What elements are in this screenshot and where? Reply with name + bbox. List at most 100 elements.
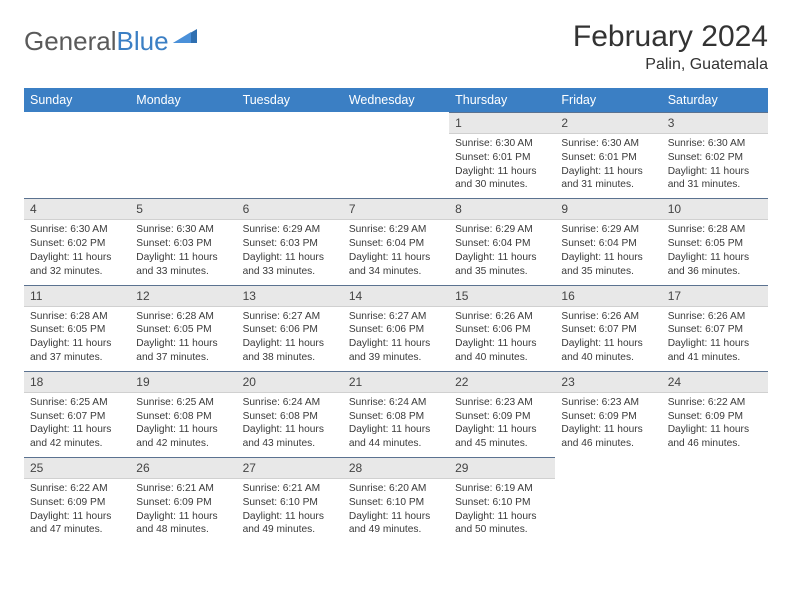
cell-content: Sunrise: 6:29 AMSunset: 6:04 PMDaylight:… — [449, 220, 555, 284]
day-number: 9 — [555, 198, 661, 220]
daylight-text: Daylight: 11 hours and 50 minutes. — [455, 510, 549, 538]
daylight-text: Daylight: 11 hours and 46 minutes. — [561, 423, 655, 451]
calendar-cell: 12Sunrise: 6:28 AMSunset: 6:05 PMDayligh… — [130, 285, 236, 371]
day-number — [237, 112, 343, 116]
sunrise-text: Sunrise: 6:28 AM — [668, 223, 762, 237]
day-number: 27 — [237, 457, 343, 479]
calendar-week-row: 11Sunrise: 6:28 AMSunset: 6:05 PMDayligh… — [24, 285, 768, 371]
day-number: 15 — [449, 285, 555, 307]
daylight-text: Daylight: 11 hours and 31 minutes. — [668, 165, 762, 193]
daylight-text: Daylight: 11 hours and 37 minutes. — [136, 337, 230, 365]
sunrise-text: Sunrise: 6:29 AM — [349, 223, 443, 237]
cell-content: Sunrise: 6:23 AMSunset: 6:09 PMDaylight:… — [449, 393, 555, 457]
calendar-cell — [237, 112, 343, 198]
title-block: February 2024 Palin, Guatemala — [573, 20, 768, 74]
calendar-cell — [343, 112, 449, 198]
calendar-cell: 18Sunrise: 6:25 AMSunset: 6:07 PMDayligh… — [24, 371, 130, 457]
cell-content: Sunrise: 6:30 AMSunset: 6:02 PMDaylight:… — [662, 134, 768, 198]
daylight-text: Daylight: 11 hours and 33 minutes. — [243, 251, 337, 279]
cell-content: Sunrise: 6:24 AMSunset: 6:08 PMDaylight:… — [237, 393, 343, 457]
sunset-text: Sunset: 6:07 PM — [561, 323, 655, 337]
sunset-text: Sunset: 6:04 PM — [455, 237, 549, 251]
calendar-week-row: 18Sunrise: 6:25 AMSunset: 6:07 PMDayligh… — [24, 371, 768, 457]
calendar-table: SundayMondayTuesdayWednesdayThursdayFrid… — [24, 88, 768, 543]
sunrise-text: Sunrise: 6:26 AM — [668, 310, 762, 324]
sunrise-text: Sunrise: 6:22 AM — [668, 396, 762, 410]
day-number: 6 — [237, 198, 343, 220]
sunset-text: Sunset: 6:09 PM — [136, 496, 230, 510]
daylight-text: Daylight: 11 hours and 36 minutes. — [668, 251, 762, 279]
sunrise-text: Sunrise: 6:25 AM — [30, 396, 124, 410]
cell-content: Sunrise: 6:26 AMSunset: 6:07 PMDaylight:… — [662, 307, 768, 371]
logo: GeneralBlue — [24, 20, 201, 57]
calendar-cell: 25Sunrise: 6:22 AMSunset: 6:09 PMDayligh… — [24, 457, 130, 543]
daylight-text: Daylight: 11 hours and 33 minutes. — [136, 251, 230, 279]
cell-content: Sunrise: 6:19 AMSunset: 6:10 PMDaylight:… — [449, 479, 555, 543]
sunset-text: Sunset: 6:10 PM — [349, 496, 443, 510]
daylight-text: Daylight: 11 hours and 35 minutes. — [561, 251, 655, 279]
cell-content: Sunrise: 6:21 AMSunset: 6:10 PMDaylight:… — [237, 479, 343, 543]
calendar-cell: 29Sunrise: 6:19 AMSunset: 6:10 PMDayligh… — [449, 457, 555, 543]
calendar-cell: 2Sunrise: 6:30 AMSunset: 6:01 PMDaylight… — [555, 112, 661, 198]
calendar-cell: 4Sunrise: 6:30 AMSunset: 6:02 PMDaylight… — [24, 198, 130, 284]
sunset-text: Sunset: 6:06 PM — [455, 323, 549, 337]
sunrise-text: Sunrise: 6:25 AM — [136, 396, 230, 410]
sunset-text: Sunset: 6:06 PM — [243, 323, 337, 337]
calendar-cell: 8Sunrise: 6:29 AMSunset: 6:04 PMDaylight… — [449, 198, 555, 284]
day-header: Friday — [555, 88, 661, 112]
day-number: 21 — [343, 371, 449, 393]
calendar-cell: 19Sunrise: 6:25 AMSunset: 6:08 PMDayligh… — [130, 371, 236, 457]
day-number: 18 — [24, 371, 130, 393]
sunset-text: Sunset: 6:05 PM — [30, 323, 124, 337]
sunset-text: Sunset: 6:07 PM — [30, 410, 124, 424]
sunrise-text: Sunrise: 6:21 AM — [136, 482, 230, 496]
sunrise-text: Sunrise: 6:21 AM — [243, 482, 337, 496]
calendar-cell: 28Sunrise: 6:20 AMSunset: 6:10 PMDayligh… — [343, 457, 449, 543]
sunset-text: Sunset: 6:10 PM — [455, 496, 549, 510]
cell-content: Sunrise: 6:22 AMSunset: 6:09 PMDaylight:… — [662, 393, 768, 457]
sunset-text: Sunset: 6:09 PM — [30, 496, 124, 510]
sunrise-text: Sunrise: 6:27 AM — [243, 310, 337, 324]
daylight-text: Daylight: 11 hours and 34 minutes. — [349, 251, 443, 279]
calendar-cell: 24Sunrise: 6:22 AMSunset: 6:09 PMDayligh… — [662, 371, 768, 457]
cell-content: Sunrise: 6:28 AMSunset: 6:05 PMDaylight:… — [130, 307, 236, 371]
sunset-text: Sunset: 6:07 PM — [668, 323, 762, 337]
calendar-body: 1Sunrise: 6:30 AMSunset: 6:01 PMDaylight… — [24, 112, 768, 543]
day-number: 24 — [662, 371, 768, 393]
sunrise-text: Sunrise: 6:26 AM — [455, 310, 549, 324]
sunrise-text: Sunrise: 6:20 AM — [349, 482, 443, 496]
calendar-cell — [662, 457, 768, 543]
calendar-cell: 5Sunrise: 6:30 AMSunset: 6:03 PMDaylight… — [130, 198, 236, 284]
cell-content: Sunrise: 6:26 AMSunset: 6:07 PMDaylight:… — [555, 307, 661, 371]
sunrise-text: Sunrise: 6:22 AM — [30, 482, 124, 496]
calendar-cell: 14Sunrise: 6:27 AMSunset: 6:06 PMDayligh… — [343, 285, 449, 371]
cell-content: Sunrise: 6:29 AMSunset: 6:03 PMDaylight:… — [237, 220, 343, 284]
sunset-text: Sunset: 6:08 PM — [243, 410, 337, 424]
cell-content: Sunrise: 6:26 AMSunset: 6:06 PMDaylight:… — [449, 307, 555, 371]
daylight-text: Daylight: 11 hours and 40 minutes. — [561, 337, 655, 365]
day-number — [130, 112, 236, 116]
day-header: Wednesday — [343, 88, 449, 112]
calendar-cell: 16Sunrise: 6:26 AMSunset: 6:07 PMDayligh… — [555, 285, 661, 371]
day-number: 19 — [130, 371, 236, 393]
daylight-text: Daylight: 11 hours and 44 minutes. — [349, 423, 443, 451]
day-number: 3 — [662, 112, 768, 134]
sunset-text: Sunset: 6:04 PM — [349, 237, 443, 251]
calendar-cell: 13Sunrise: 6:27 AMSunset: 6:06 PMDayligh… — [237, 285, 343, 371]
daylight-text: Daylight: 11 hours and 43 minutes. — [243, 423, 337, 451]
calendar-cell: 1Sunrise: 6:30 AMSunset: 6:01 PMDaylight… — [449, 112, 555, 198]
cell-content: Sunrise: 6:29 AMSunset: 6:04 PMDaylight:… — [343, 220, 449, 284]
day-number: 26 — [130, 457, 236, 479]
calendar-cell — [555, 457, 661, 543]
sunset-text: Sunset: 6:01 PM — [455, 151, 549, 165]
month-title: February 2024 — [573, 20, 768, 54]
cell-content: Sunrise: 6:25 AMSunset: 6:08 PMDaylight:… — [130, 393, 236, 457]
calendar-cell: 11Sunrise: 6:28 AMSunset: 6:05 PMDayligh… — [24, 285, 130, 371]
sunset-text: Sunset: 6:03 PM — [243, 237, 337, 251]
cell-content: Sunrise: 6:29 AMSunset: 6:04 PMDaylight:… — [555, 220, 661, 284]
calendar-cell: 22Sunrise: 6:23 AMSunset: 6:09 PMDayligh… — [449, 371, 555, 457]
sunset-text: Sunset: 6:04 PM — [561, 237, 655, 251]
sunrise-text: Sunrise: 6:29 AM — [561, 223, 655, 237]
cell-content: Sunrise: 6:30 AMSunset: 6:01 PMDaylight:… — [555, 134, 661, 198]
sunrise-text: Sunrise: 6:30 AM — [30, 223, 124, 237]
